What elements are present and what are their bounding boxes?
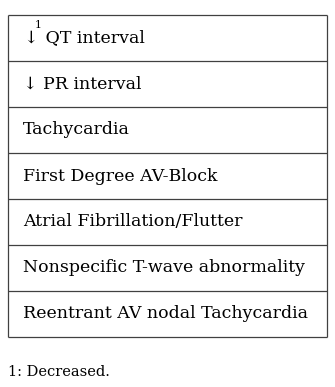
Text: 1: Decreased.: 1: Decreased. [8,365,110,379]
Text: Nonspecific T-wave abnormality: Nonspecific T-wave abnormality [23,260,305,276]
Text: Atrial Fibrillation/Flutter: Atrial Fibrillation/Flutter [23,214,243,231]
Text: QT interval: QT interval [41,29,145,46]
Text: Tachycardia: Tachycardia [23,122,130,139]
Text: 1: 1 [35,20,42,30]
Text: Reentrant AV nodal Tachycardia: Reentrant AV nodal Tachycardia [23,305,308,322]
Text: ↓: ↓ [23,29,38,46]
Text: ↓ PR interval: ↓ PR interval [23,75,141,92]
Text: First Degree AV-Block: First Degree AV-Block [23,168,217,185]
